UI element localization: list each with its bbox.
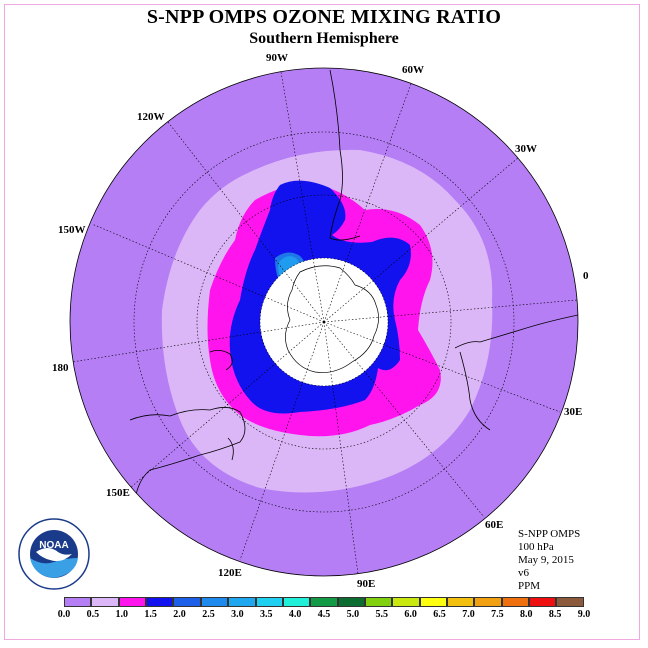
- lon-label-90e: 90E: [357, 578, 375, 590]
- colorbar-tick-label: 3.0: [231, 609, 244, 620]
- colorbar-swatch: [337, 597, 365, 607]
- colorbar-swatch: [447, 597, 475, 607]
- colorbar-tick-label: 5.5: [375, 609, 389, 620]
- colorbar-tick-label: 8.5: [548, 609, 562, 620]
- colorbar-tick-label: 6.5: [433, 609, 446, 620]
- colorbar-swatch: [474, 597, 502, 607]
- lon-label-30e: 30E: [564, 406, 582, 418]
- lon-label-150e: 150E: [106, 487, 130, 499]
- colorbar-tick-label: 7.5: [491, 609, 504, 620]
- lon-label-90w: 90W: [266, 52, 288, 64]
- colorbar-tick-label: 7.0: [462, 609, 475, 620]
- colorbar-swatch: [91, 597, 119, 607]
- info-version: v6: [518, 567, 529, 579]
- colorbar-tick-label: 0.0: [57, 609, 71, 620]
- noaa-logo-text: NOAA: [39, 540, 68, 551]
- colorbar-swatch: [173, 597, 201, 607]
- colorbar-swatch: [255, 597, 283, 607]
- colorbar-swatch: [364, 597, 393, 607]
- colorbar-tick-label: 0.5: [86, 609, 100, 620]
- colorbar-tick-label: 5.0: [346, 609, 360, 620]
- colorbar-swatch: [200, 597, 229, 607]
- lon-label-60w: 60W: [402, 64, 424, 76]
- colorbar-swatch: [310, 597, 338, 607]
- colorbar-tick-label: 2.5: [202, 609, 215, 620]
- colorbar-tick-label: 4.5: [317, 609, 331, 620]
- lon-label-150w: 150W: [58, 224, 86, 236]
- colorbar-swatch: [529, 597, 557, 607]
- map-subtitle: Southern Hemisphere: [249, 30, 399, 47]
- lon-label-60e: 60E: [485, 519, 503, 531]
- colorbar-swatch: [118, 597, 147, 607]
- info-date: May 9, 2015: [518, 554, 574, 566]
- colorbar-tick-label: 4.0: [288, 609, 302, 620]
- colorbar-swatch: [64, 597, 92, 607]
- colorbar-swatch: [556, 597, 584, 607]
- antarctica-coastline: [285, 265, 379, 373]
- lon-label-120e: 120E: [218, 567, 242, 579]
- info-units: PPM: [518, 580, 541, 592]
- lon-label-120w: 120W: [137, 111, 165, 123]
- info-satellite: S-NPP OMPS: [518, 528, 581, 540]
- colorbar-swatch: [419, 597, 448, 607]
- colorbar-tick-label: 8.0: [519, 609, 533, 620]
- lon-label-30w: 30W: [515, 143, 537, 155]
- colorbar: [64, 597, 584, 607]
- colorbar-tick-label: 2.0: [173, 609, 186, 620]
- colorbar-swatch: [392, 597, 420, 607]
- info-pressure: 100 hPa: [518, 541, 554, 553]
- colorbar-tick-label: 9.0: [577, 609, 591, 620]
- colorbar-tick-label: 6.0: [404, 609, 417, 620]
- colorbar-tick-label: 1.0: [115, 609, 129, 620]
- colorbar-ticks: 0.0 0.5 1.0 1.5 2.0 2.5 3.0 3.5 4.0 4.5 5.0 5.5 6.0 6…: [0, 609, 648, 623]
- lon-label-0: 0: [583, 270, 589, 282]
- colorbar-tick-label: 1.5: [144, 609, 157, 620]
- latitude-circles: [133, 131, 515, 513]
- info-block: S-NPP OMPS 100 hPa May 9, 2015 v6 PPM: [518, 528, 580, 593]
- colorbar-swatch: [146, 597, 174, 607]
- image-frame: [4, 4, 640, 640]
- colorbar-tick-label: 3.5: [259, 609, 273, 620]
- colorbar-swatch: [228, 597, 256, 607]
- map-boundary: [69, 67, 579, 577]
- colorbar-swatch: [501, 597, 530, 607]
- map-title: S-NPP OMPS OZONE MIXING RATIO: [146, 6, 502, 28]
- pole-marker: [322, 320, 326, 324]
- colorbar-swatch: [282, 597, 311, 607]
- noaa-logo: NOAA: [18, 518, 90, 590]
- lon-label-180: 180: [52, 362, 69, 374]
